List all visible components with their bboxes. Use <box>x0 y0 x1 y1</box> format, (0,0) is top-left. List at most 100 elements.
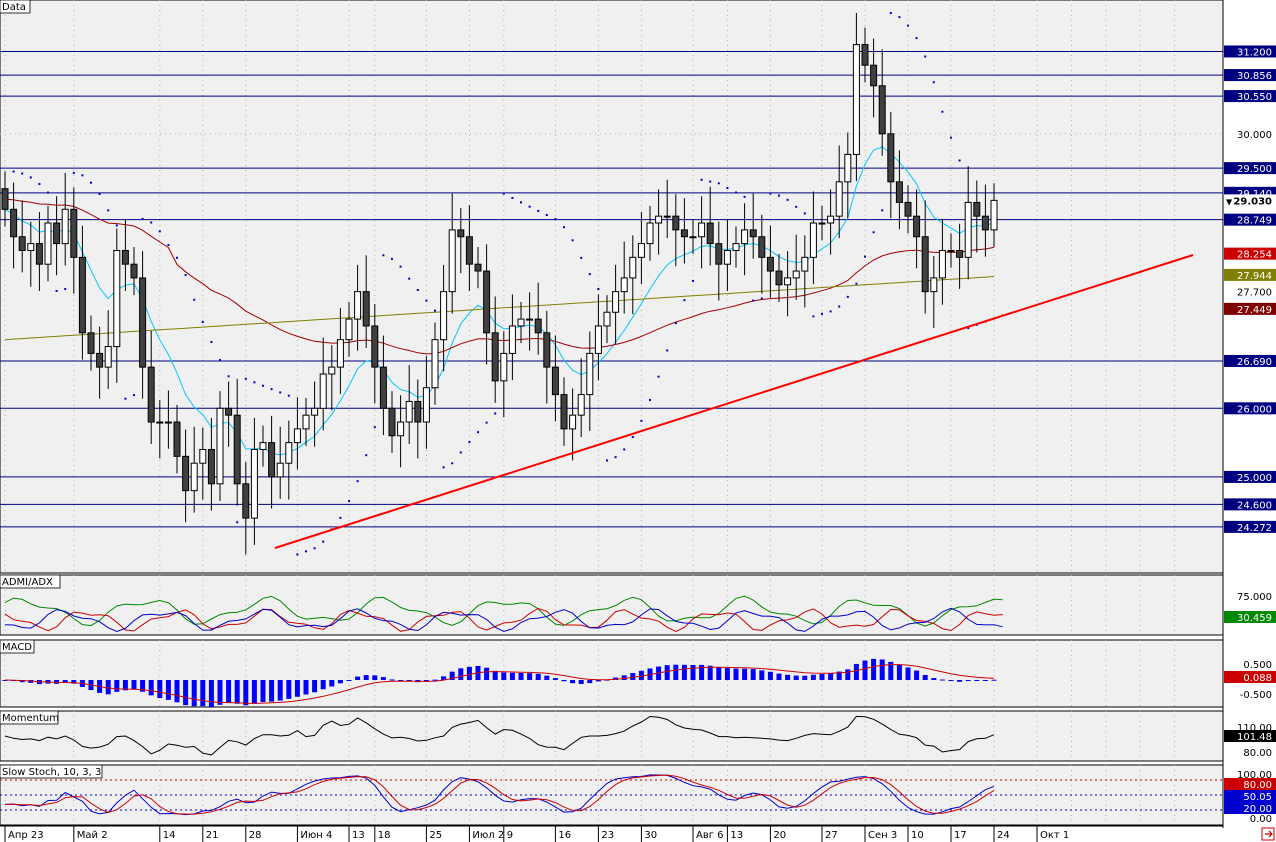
macd-current: 0.088 <box>1243 673 1272 684</box>
sar-dot-62 <box>537 209 540 212</box>
sar-dot-81 <box>700 178 703 181</box>
sar-dot-82 <box>709 180 712 183</box>
candle-body-41 <box>354 291 362 320</box>
candle-body-23 <box>199 448 207 464</box>
candle-body-80 <box>689 236 697 239</box>
candle-body-58 <box>500 352 508 382</box>
admi-panel-title: ADMI/ADX <box>2 577 53 588</box>
sar-dot-105 <box>907 24 909 27</box>
candle-body-36 <box>311 407 319 416</box>
candle-body-25 <box>216 407 224 485</box>
macd-bar-63 <box>544 675 550 680</box>
sar-dot-71 <box>614 456 617 459</box>
macd-bar-112 <box>965 680 971 681</box>
sar-dot-106 <box>915 37 918 40</box>
candle-body-24 <box>207 448 215 485</box>
macd-bar-23 <box>200 680 206 707</box>
time-tick-3: 21 <box>206 830 219 841</box>
macd-current-bg <box>1224 671 1276 683</box>
mom-current-bg <box>1224 730 1276 742</box>
price-tick-bg-10 <box>1224 498 1276 511</box>
candle-body-87 <box>749 229 757 238</box>
candle-body-18 <box>156 421 164 424</box>
candle-body-14 <box>121 249 129 265</box>
time-tick-6: 13 <box>352 830 365 841</box>
sar-dot-94 <box>812 315 815 318</box>
candle-body-59 <box>508 325 516 354</box>
macd-bar-35 <box>303 680 309 695</box>
candle-body-85 <box>732 243 740 251</box>
macd-bar-78 <box>673 664 679 680</box>
horizontal-levels <box>0 50 1223 528</box>
macd-bar-67 <box>578 680 584 684</box>
sar-dot-96 <box>829 310 832 313</box>
macd-bar-108 <box>931 678 937 680</box>
candle-body-48 <box>414 400 422 423</box>
macd-bar-52 <box>449 671 455 680</box>
price-tick-4: 29.500 <box>1237 164 1272 175</box>
indicator-label-bg-0 <box>1224 247 1276 260</box>
stoch-k-line <box>4 774 995 816</box>
price-tick-11: 24.272 <box>1237 523 1272 534</box>
sar-dot-87 <box>752 299 755 302</box>
macd-bar-110 <box>948 680 954 681</box>
sar-dot-74 <box>640 419 643 422</box>
macd-bar-93 <box>802 675 808 680</box>
sar-dot-20 <box>176 256 178 259</box>
corner-button[interactable] <box>1261 827 1275 841</box>
support-trendline <box>274 254 1194 549</box>
candle-body-29 <box>250 448 258 519</box>
sar-dot-109 <box>941 110 944 113</box>
macd-panel-title: MACD <box>2 642 32 653</box>
sar-dot-99 <box>855 282 858 285</box>
sar-dot-30 <box>262 384 264 387</box>
sar-dot-58 <box>502 192 505 195</box>
candle-body-13 <box>113 249 121 348</box>
sar-dot-92 <box>795 205 798 208</box>
macd-bar-58 <box>501 672 507 680</box>
candle-body-101 <box>870 64 878 87</box>
candle-body-72 <box>620 277 628 293</box>
trendline[interactable] <box>274 254 1194 549</box>
macd-bar-115 <box>991 679 997 681</box>
candle-body-63 <box>543 332 551 368</box>
sar-dot-76 <box>657 375 660 378</box>
stoch-tick-low: 0.00 <box>1250 814 1272 825</box>
macd-bar-43 <box>372 675 378 680</box>
macd-bar-92 <box>793 675 799 680</box>
sar-dot-17 <box>150 221 153 224</box>
ma-long-line <box>4 276 995 341</box>
price-tick-bg-11 <box>1224 520 1276 533</box>
candle-body-55 <box>474 263 482 272</box>
sar-dot-100 <box>864 255 866 258</box>
sar-dot-5 <box>47 191 49 194</box>
sar-dot-55 <box>477 431 479 434</box>
candle-body-17 <box>147 366 155 423</box>
macd-bar-19 <box>165 680 171 700</box>
sar-dot-9 <box>81 174 84 177</box>
sar-dot-112 <box>967 327 970 330</box>
candle-body-21 <box>182 455 190 492</box>
macd-bar-114 <box>982 680 988 681</box>
stoch-level-label-2-bg <box>1224 802 1276 814</box>
candle-body-109 <box>938 249 946 279</box>
macd-bar-101 <box>871 658 877 680</box>
macd-bar-89 <box>767 671 773 680</box>
macd-bar-27 <box>234 680 240 704</box>
sar-dot-25 <box>219 359 221 362</box>
candle-body-61 <box>526 318 534 321</box>
sar-dot-26 <box>227 375 230 378</box>
sar-dot-8 <box>72 171 75 174</box>
macd-bar-99 <box>853 663 859 680</box>
sar-dot-4 <box>38 183 41 186</box>
time-tick-14: Авг 6 <box>696 830 724 841</box>
macd-bar-97 <box>836 671 842 680</box>
sar-dot-95 <box>821 312 823 315</box>
time-tick-0: Апр 23 <box>8 830 44 841</box>
price-tick-9: 25.000 <box>1237 473 1272 484</box>
time-tick-22: Окт 1 <box>1040 830 1069 841</box>
macd-bar-16 <box>140 680 146 692</box>
sar-dot-89 <box>769 192 772 195</box>
time-tick-19: 10 <box>911 830 924 841</box>
